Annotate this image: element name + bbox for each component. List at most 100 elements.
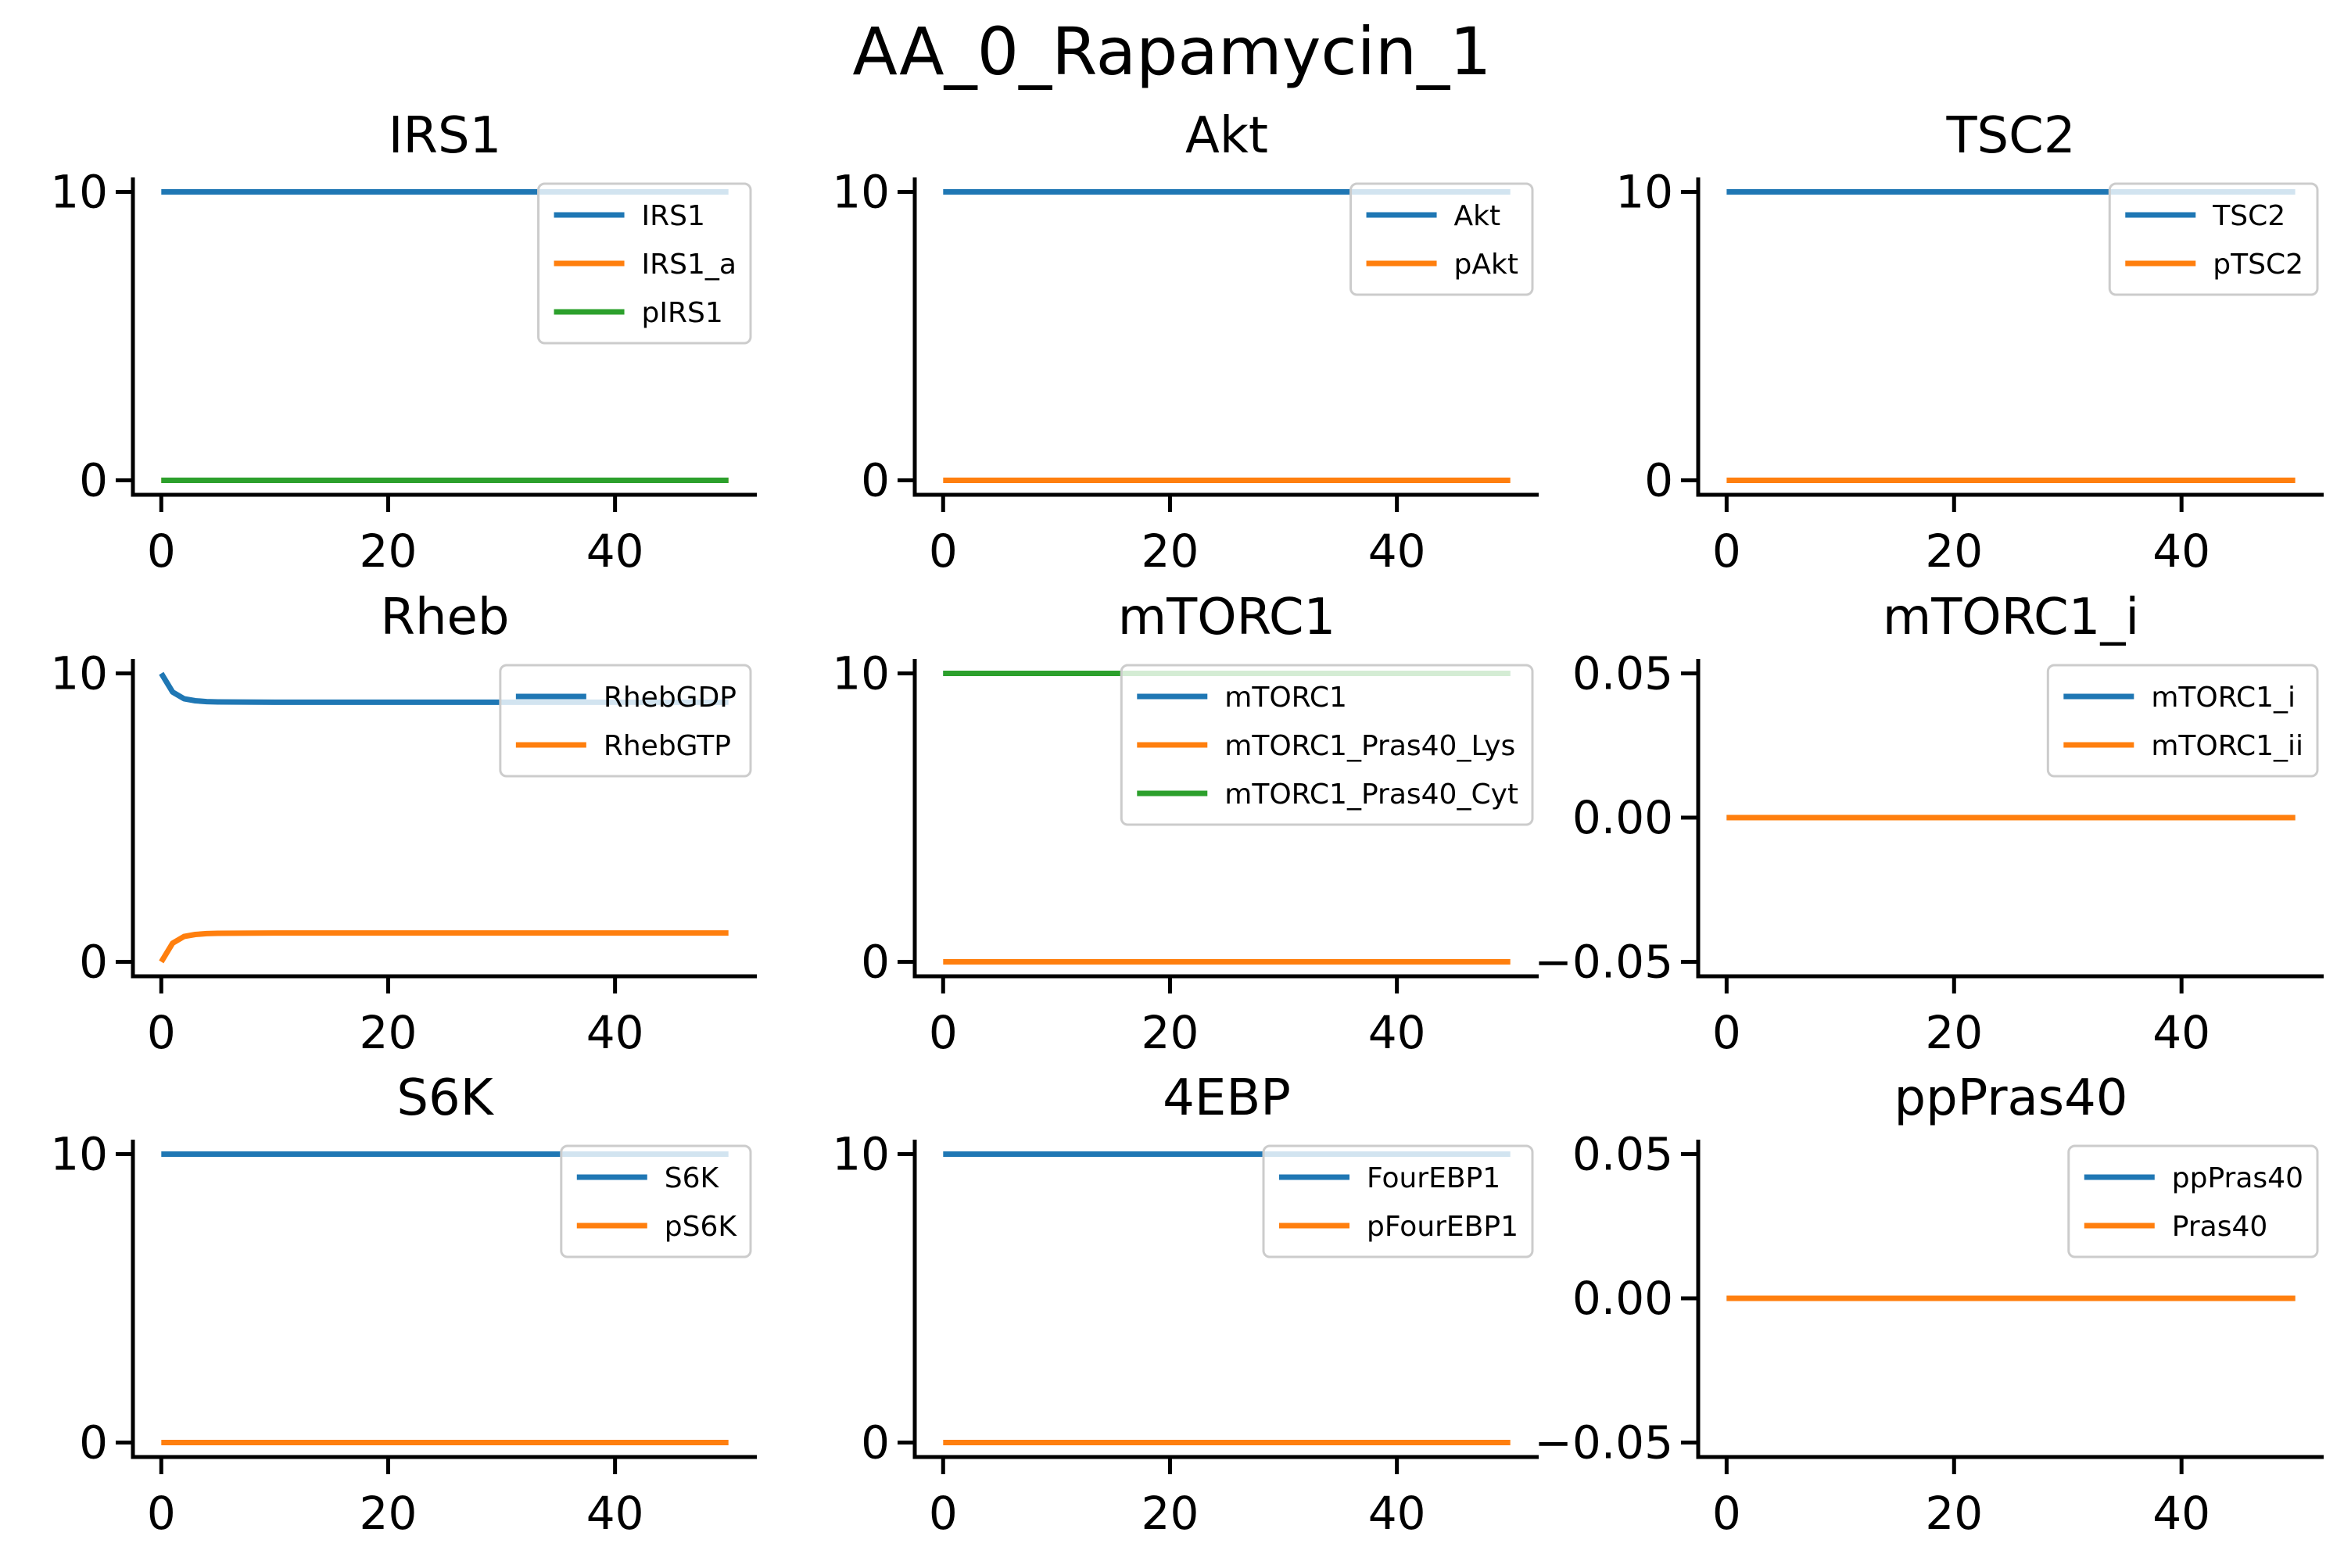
y-tick-label: 0: [861, 1416, 890, 1470]
x-tick-label: 0: [1712, 1006, 1741, 1059]
x-tick-label: 20: [1925, 524, 1983, 578]
y-tick-label: 10: [832, 165, 890, 218]
y-tick-label: 0: [861, 454, 890, 507]
x-tick-label: 0: [1712, 1487, 1741, 1540]
y-tick-label: 10: [50, 1127, 108, 1180]
subplot-s6k: S6K 0 20 40 0 10 S6K pS6K: [50, 1069, 757, 1540]
legend-frame: [560, 1144, 752, 1258]
subplot-4ebp: 4EBP 0 20 40 0 10 FourEBP1 pFourEBP1: [832, 1069, 1539, 1540]
y-tick-label: 10: [832, 1127, 890, 1180]
legend-entry-label: IRS1_a: [642, 249, 737, 281]
y-tick-label: 0: [79, 454, 108, 507]
x-tick-label: 20: [360, 1006, 418, 1059]
legend-entry-label: RhebGDP: [604, 682, 737, 714]
legend-entry-label: TSC2: [2212, 200, 2285, 232]
legend-entry-label: ppPras40: [2172, 1162, 2303, 1194]
subplot-mtorc1-i: mTORC1_i0 20 40−0.050.000.05 mTORC1_imTORC1…: [1534, 589, 2324, 1059]
subplot-title: Akt: [1185, 107, 1268, 165]
legend: S6K pS6K: [560, 1144, 752, 1258]
x-tick-label: 0: [929, 1487, 958, 1540]
x-tick-label: 0: [929, 1006, 958, 1059]
legend-entry-label: mTORC1_Pras40_Lys: [1224, 730, 1515, 762]
y-tick-label: 10: [50, 165, 108, 218]
subplot-title: Rheb: [380, 589, 509, 646]
x-tick-label: 20: [360, 1487, 418, 1540]
y-tick-label: 0: [861, 936, 890, 989]
subplot-title: IRS1: [389, 107, 502, 165]
legend: FourEBP1 pFourEBP1: [1262, 1144, 1534, 1258]
y-tick-label: −0.05: [1534, 1416, 1673, 1470]
legend-entry-label: mTORC1: [1224, 682, 1347, 714]
y-tick-label: 0: [79, 1416, 108, 1470]
legend-entry-label: RhebGTP: [604, 730, 731, 762]
x-tick-label: 40: [1368, 1487, 1426, 1540]
subplot-akt: Akt 0 20 40 0 10 Akt pAkt: [832, 107, 1539, 578]
x-tick-label: 40: [2152, 1006, 2210, 1059]
x-tick-label: 40: [586, 524, 644, 578]
legend: Akt pAkt: [1349, 182, 1534, 296]
subplot-title: mTORC1_i: [1883, 589, 2139, 646]
y-tick-label: 0: [1644, 454, 1673, 507]
x-tick-label: 20: [1925, 1487, 1983, 1540]
legend-entry-label: pS6K: [665, 1211, 738, 1243]
y-tick-label: 10: [50, 646, 108, 700]
subplot-tsc2: TSC2 0 20 40 0 10 TSC2 pTSC2: [1615, 107, 2324, 578]
y-tick-label: 0.05: [1572, 1127, 1673, 1180]
x-tick-label: 20: [360, 524, 418, 578]
subplot-title: S6K: [396, 1069, 494, 1127]
x-tick-label: 40: [2152, 524, 2210, 578]
y-tick-label: 0.00: [1572, 1272, 1673, 1325]
legend-frame: [2046, 664, 2319, 778]
x-tick-label: 40: [1368, 1006, 1426, 1059]
subplot-title: mTORC1: [1118, 589, 1336, 646]
legend-frame: [1349, 182, 1534, 296]
legend: IRS1 IRS1_a pIRS1: [537, 182, 752, 345]
legend-entry-label: pTSC2: [2213, 249, 2303, 281]
legend-frame: [1262, 1144, 1534, 1258]
x-tick-label: 0: [147, 524, 176, 578]
x-tick-label: 40: [1368, 524, 1426, 578]
legend-frame: [499, 664, 752, 778]
figure-suptitle: AA_0_Rapamycin_1: [852, 13, 1491, 90]
y-tick-label: 0.05: [1572, 646, 1673, 700]
legend-entry-label: mTORC1_ii: [2151, 730, 2303, 762]
y-tick-label: 0.00: [1572, 791, 1673, 844]
legend: mTORC1 mTORC1_Pras40_Lys mTORC1_Pras40_Cyt: [1120, 664, 1534, 826]
legend-frame: [2108, 182, 2319, 296]
series-line-rhebgtp: [159, 930, 729, 964]
subplot-title: TSC2: [1945, 107, 2075, 165]
legend: ppPras40 Pras40: [2067, 1144, 2319, 1258]
y-tick-label: 10: [832, 646, 890, 700]
legend-entry-label: mTORC1_i: [2151, 682, 2296, 714]
x-tick-label: 40: [586, 1006, 644, 1059]
y-tick-label: 0: [79, 936, 108, 989]
subplot-title: ppPras40: [1894, 1069, 2127, 1127]
legend-entry-label: pFourEBP1: [1367, 1211, 1518, 1243]
x-tick-label: 0: [1712, 524, 1741, 578]
subplot-pppras40: ppPras40 0 20 40 −0.05 0.00 0.05 ppPras40 Pras40: [1534, 1069, 2324, 1540]
legend: RhebGDP RhebGTP: [499, 664, 752, 778]
legend-frame: [537, 182, 752, 345]
legend-frame: [1120, 664, 1534, 826]
x-tick-label: 20: [1142, 1006, 1199, 1059]
x-tick-label: 0: [147, 1006, 176, 1059]
legend-entry-label: FourEBP1: [1367, 1162, 1500, 1194]
subplot-title: 4EBP: [1163, 1069, 1291, 1127]
legend-entry-label: mTORC1_Pras40_Cyt: [1224, 779, 1518, 811]
subplot-grid: IRS1 0 20 40 0 10 IRS1 IRS1_a pIRS1 Akt 0 20 40 0 10 Ak…: [50, 107, 2324, 1540]
x-tick-label: 20: [1925, 1006, 1983, 1059]
legend-entry-label: Akt: [1454, 200, 1501, 232]
legend-entry-label: pAkt: [1454, 249, 1518, 281]
legend: mTORC1_i mTORC1_ii: [2046, 664, 2319, 778]
legend-entry-label: pIRS1: [642, 297, 723, 329]
legend-entry-label: IRS1: [642, 200, 705, 232]
legend-entry-label: S6K: [665, 1162, 720, 1194]
legend: TSC2 pTSC2: [2108, 182, 2319, 296]
x-tick-label: 40: [586, 1487, 644, 1540]
x-tick-label: 20: [1142, 1487, 1199, 1540]
y-tick-label: 10: [1615, 165, 1673, 218]
x-tick-label: 40: [2152, 1487, 2210, 1540]
x-tick-label: 0: [929, 524, 958, 578]
